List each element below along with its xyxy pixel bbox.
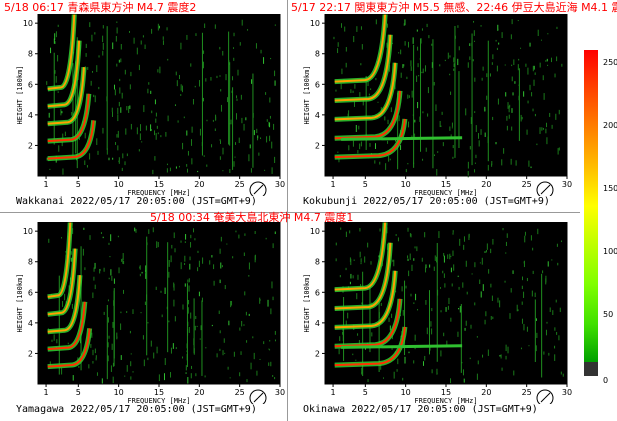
quake-text-top-right: 5/17 22:17 関東東方沖 M5.5 無感、22:46 伊豆大島近海 M4… — [291, 1, 617, 14]
y-axis-label: HEIGHT [100km] — [16, 65, 24, 124]
x-axis-label: FREQUENCY [MHz] — [127, 189, 190, 196]
station-name: Okinawa — [303, 404, 346, 415]
quake-text-top-left: 5/18 06:17 青森県東方沖 M4.7 震度2 — [4, 1, 197, 14]
clock-icon — [249, 181, 267, 196]
y-tick-label: 4 — [28, 111, 33, 120]
station-timestamp: 2022/05/17 20:05:00 (JST=GMT+9) — [70, 196, 257, 207]
colorbar-label-50: 50 — [603, 310, 614, 319]
plot-background — [38, 222, 280, 384]
x-tick-label: 10 — [114, 388, 124, 397]
y-tick-label: 4 — [315, 319, 320, 328]
y-tick-label: 4 — [315, 111, 320, 120]
station-label-kokubunji: Kokubunji 2022/05/17 20:05:00 (JST=GMT+9… — [303, 196, 550, 207]
ionogram-panel-wakkanai: 1 5 10 15 20 25 30 2 4 6 8 10 FREQUENCY [MHz] HEIGHT … — [0, 14, 287, 196]
y-tick-label: 2 — [315, 349, 320, 358]
station-label-wakkanai: Wakkanai 2022/05/17 20:05:00 (JST=GMT+9) — [16, 196, 257, 207]
colorbar-label-100: 100 — [603, 247, 617, 256]
x-tick-label: 20 — [481, 180, 491, 189]
clock-icon — [249, 389, 267, 404]
y-tick-label: 10 — [310, 227, 320, 236]
station-name: Yamagawa — [16, 404, 65, 415]
colorbar-label-200: 200 — [603, 121, 617, 130]
x-tick-label: 25 — [522, 388, 532, 397]
x-tick-label: 5 — [76, 180, 81, 189]
x-tick-label: 25 — [235, 180, 245, 189]
x-tick-label: 5 — [363, 180, 368, 189]
y-tick-label: 10 — [23, 19, 33, 28]
clock-icon — [536, 181, 554, 196]
x-tick-label: 15 — [154, 180, 164, 189]
x-tick-label: 5 — [363, 388, 368, 397]
y-tick-label: 8 — [28, 50, 33, 59]
x-tick-label: 15 — [441, 180, 451, 189]
y-axis-label: HEIGHT [100km] — [303, 65, 311, 124]
x-tick-label: 30 — [275, 388, 285, 397]
x-tick-label: 20 — [194, 180, 204, 189]
x-tick-label: 30 — [275, 180, 285, 189]
y-tick-label: 10 — [310, 19, 320, 28]
x-tick-label: 30 — [562, 180, 572, 189]
x-tick-label: 5 — [76, 388, 81, 397]
colorbar-gradient — [584, 50, 598, 362]
y-tick-label: 6 — [28, 288, 33, 297]
x-tick-label: 1 — [44, 180, 49, 189]
ionogram-panel-okinawa: 1 5 10 15 20 25 30 2 4 6 8 10 FREQUENCY [MHz] HEIGHT … — [287, 222, 574, 404]
colorbar-label-0: 0 — [603, 376, 609, 385]
colorbar — [584, 50, 598, 376]
station-name: Kokubunji — [303, 196, 358, 207]
y-tick-label: 6 — [315, 288, 320, 297]
plot-background — [325, 14, 567, 176]
y-tick-label: 6 — [28, 80, 33, 89]
horizontal-divider — [0, 212, 580, 213]
x-tick-label: 1 — [331, 180, 336, 189]
station-name: Wakkanai — [16, 196, 65, 207]
y-tick-label: 4 — [28, 319, 33, 328]
y-tick-label: 2 — [28, 349, 33, 358]
ionogram-panel-yamagawa: 1 5 10 15 20 25 30 2 4 6 8 10 FREQUENCY [MHz] HEIGHT … — [0, 222, 287, 404]
station-timestamp: 2022/05/17 20:05:00 (JST=GMT+9) — [351, 404, 538, 415]
y-tick-label: 8 — [315, 258, 320, 267]
clock-icon — [536, 389, 554, 404]
plot-background — [325, 222, 567, 384]
x-tick-label: 30 — [562, 388, 572, 397]
y-axis-label: HEIGHT [100km] — [16, 273, 24, 332]
x-tick-label: 10 — [114, 180, 124, 189]
quake-text-middle: 5/18 00:34 奄美大島北東沖 M4.7 震度1 — [150, 211, 354, 224]
station-label-yamagawa: Yamagawa 2022/05/17 20:05:00 (JST=GMT+9) — [16, 404, 257, 415]
station-timestamp: 2022/05/17 20:05:00 (JST=GMT+9) — [70, 404, 257, 415]
colorbar-label-150: 150 — [603, 184, 617, 193]
x-axis-label: FREQUENCY [MHz] — [414, 397, 477, 404]
y-axis-label: HEIGHT [100km] — [303, 273, 311, 332]
y-tick-label: 6 — [315, 80, 320, 89]
vertical-divider — [287, 0, 288, 421]
station-label-okinawa: Okinawa 2022/05/17 20:05:00 (JST=GMT+9) — [303, 404, 538, 415]
x-axis-label: FREQUENCY [MHz] — [127, 397, 190, 404]
colorbar-label-250: 250 — [603, 58, 617, 67]
x-tick-label: 15 — [154, 388, 164, 397]
ionogram-panel-kokubunji: 1 5 10 15 20 25 30 2 4 6 8 10 FREQUENCY [MHz] HEIGHT … — [287, 14, 574, 196]
y-tick-label: 2 — [315, 141, 320, 150]
x-tick-label: 1 — [44, 388, 49, 397]
x-tick-label: 1 — [331, 388, 336, 397]
y-tick-label: 10 — [23, 227, 33, 236]
y-tick-label: 8 — [28, 258, 33, 267]
x-tick-label: 10 — [401, 180, 411, 189]
y-tick-label: 2 — [28, 141, 33, 150]
colorbar-no-echo — [584, 362, 598, 376]
x-tick-label: 15 — [441, 388, 451, 397]
x-tick-label: 10 — [401, 388, 411, 397]
x-tick-label: 25 — [522, 180, 532, 189]
x-tick-label: 20 — [481, 388, 491, 397]
x-tick-label: 25 — [235, 388, 245, 397]
station-timestamp: 2022/05/17 20:05:00 (JST=GMT+9) — [363, 196, 550, 207]
x-axis-label: FREQUENCY [MHz] — [414, 189, 477, 196]
y-tick-label: 8 — [315, 50, 320, 59]
x-tick-label: 20 — [194, 388, 204, 397]
